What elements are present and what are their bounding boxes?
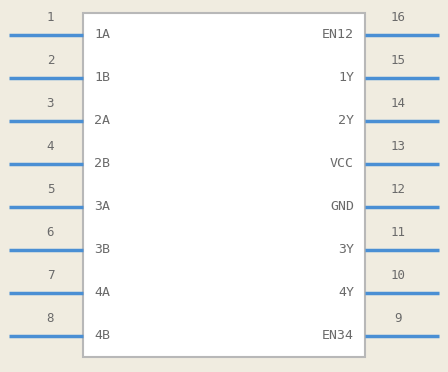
Text: 11: 11 [390, 226, 405, 239]
Text: 8: 8 [47, 312, 54, 325]
Text: 13: 13 [390, 140, 405, 153]
Text: 4B: 4B [94, 329, 110, 342]
Text: 4A: 4A [94, 286, 110, 299]
Text: EN34: EN34 [322, 329, 354, 342]
Text: 1A: 1A [94, 28, 110, 41]
Text: 12: 12 [390, 183, 405, 196]
Text: 3Y: 3Y [338, 243, 354, 256]
Text: 1B: 1B [94, 71, 110, 84]
Text: 1Y: 1Y [338, 71, 354, 84]
Text: 2A: 2A [94, 114, 110, 127]
Text: 15: 15 [390, 54, 405, 67]
Text: 4Y: 4Y [338, 286, 354, 299]
Text: 7: 7 [47, 269, 54, 282]
Text: 5: 5 [47, 183, 54, 196]
FancyBboxPatch shape [83, 13, 365, 357]
Text: 3B: 3B [94, 243, 110, 256]
Text: 2B: 2B [94, 157, 110, 170]
Text: 14: 14 [390, 97, 405, 110]
Text: 3A: 3A [94, 200, 110, 213]
Text: VCC: VCC [330, 157, 354, 170]
Text: 1: 1 [47, 11, 54, 24]
Text: 2Y: 2Y [338, 114, 354, 127]
Text: 16: 16 [390, 11, 405, 24]
Text: 9: 9 [394, 312, 401, 325]
Text: 3: 3 [47, 97, 54, 110]
Text: 6: 6 [47, 226, 54, 239]
Text: 2: 2 [47, 54, 54, 67]
Text: GND: GND [330, 200, 354, 213]
Text: 10: 10 [390, 269, 405, 282]
Text: EN12: EN12 [322, 28, 354, 41]
Text: 4: 4 [47, 140, 54, 153]
